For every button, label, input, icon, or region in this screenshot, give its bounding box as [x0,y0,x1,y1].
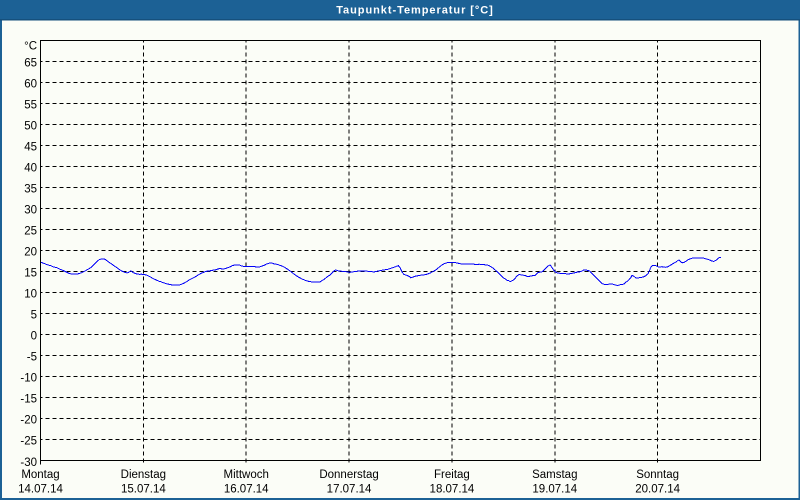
svg-text:40: 40 [24,163,37,175]
svg-text:20: 20 [24,247,37,259]
svg-text:30: 30 [24,205,37,217]
svg-text:-5: -5 [27,352,37,364]
svg-text:Montag: Montag [21,469,59,481]
svg-text:-15: -15 [20,394,37,406]
svg-text:45: 45 [24,142,37,154]
svg-text:35: 35 [24,184,37,196]
svg-text:-10: -10 [20,373,37,385]
svg-text:55: 55 [24,100,37,112]
svg-text:19.07.14: 19.07.14 [532,484,577,496]
svg-text:15.07.14: 15.07.14 [121,484,166,496]
svg-text:14.07.14: 14.07.14 [18,484,63,496]
svg-text:16.07.14: 16.07.14 [224,484,269,496]
svg-text:10: 10 [24,289,37,301]
svg-text:Mittwoch: Mittwoch [224,469,269,481]
svg-text:-20: -20 [20,415,37,427]
svg-text:Taupunkt-Temperatur [°C]: Taupunkt-Temperatur [°C] [336,5,494,17]
svg-text:Dienstag: Dienstag [121,469,166,481]
svg-text:-25: -25 [20,436,37,448]
svg-text:25: 25 [24,226,37,238]
svg-text:Donnerstag: Donnerstag [319,469,378,481]
svg-text:60: 60 [24,79,37,91]
svg-text:20.07.14: 20.07.14 [635,484,680,496]
svg-text:17.07.14: 17.07.14 [327,484,372,496]
svg-text:5: 5 [31,310,37,322]
svg-text:-30: -30 [20,457,37,469]
svg-text:°C: °C [24,41,37,53]
svg-text:18.07.14: 18.07.14 [430,484,475,496]
svg-text:65: 65 [24,58,37,70]
svg-text:Sonntag: Sonntag [636,469,679,481]
svg-text:0: 0 [31,331,37,343]
svg-text:Freitag: Freitag [434,469,470,481]
svg-text:50: 50 [24,121,37,133]
svg-text:15: 15 [24,268,37,280]
svg-text:Samstag: Samstag [532,469,577,481]
